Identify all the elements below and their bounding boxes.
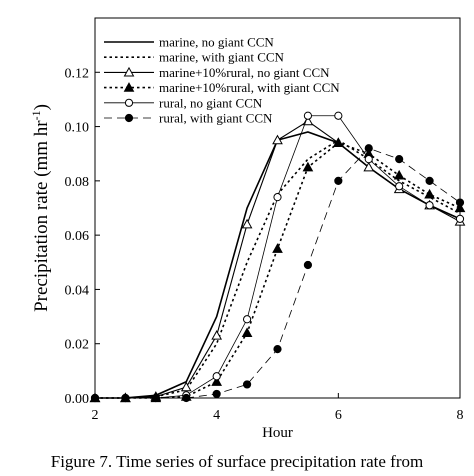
series-line [95, 141, 461, 399]
data-point [425, 176, 434, 185]
legend-item: rural, no giant CCN [104, 95, 263, 110]
legend-item: marine+10%rural, with giant CCN [104, 80, 340, 95]
data-point [211, 330, 223, 340]
x-tick-label: 4 [213, 408, 220, 423]
data-point [395, 155, 404, 164]
data-point [273, 345, 282, 354]
series-line [95, 120, 461, 399]
data-point [455, 214, 465, 223]
precipitation-chart: 0.00 0.02 0.04 0.06 0.08 0.10 0.12 2 4 6 8 Hour Prec… [29, 17, 466, 441]
data-point [90, 393, 100, 403]
data-point [393, 169, 405, 180]
y-tick-label: 0.12 [65, 66, 90, 81]
y-axis-label-text: Precipitation rate (mm hr [31, 120, 52, 312]
data-point [241, 327, 253, 337]
data-point [334, 111, 343, 120]
data-point [272, 134, 283, 145]
data-point [241, 218, 253, 229]
legend-label: rural, with giant CCN [159, 111, 273, 126]
y-tick-label: 0.08 [65, 175, 90, 190]
data-point [180, 381, 192, 392]
data-point [212, 372, 221, 381]
x-tick-label: 2 [92, 408, 99, 423]
data-point [212, 389, 221, 399]
y-tick-label: 0.10 [65, 121, 90, 136]
data-point [334, 176, 343, 185]
data-point [273, 193, 282, 202]
data-point [211, 376, 223, 386]
y-axis-label-superscript: -1 [29, 110, 43, 120]
series-6 [90, 144, 465, 403]
data-point [303, 260, 313, 270]
data-point [151, 393, 160, 403]
series-line [95, 131, 461, 399]
figure-caption: Figure 7. Time series of surface precipi… [50, 452, 424, 471]
legend-marker [124, 98, 134, 107]
y-axis-label-close: ) [31, 104, 52, 110]
data-point [455, 198, 465, 207]
series-5 [90, 111, 465, 403]
legend-label: marine+10%rural, with giant CCN [159, 80, 340, 95]
series-3 [89, 115, 466, 403]
y-axis-label: Precipitation rate (mm hr-1) [29, 104, 52, 312]
legend-label: rural, no giant CCN [159, 95, 263, 110]
y-tick-label: 0.02 [65, 338, 90, 353]
series-line [95, 147, 461, 399]
data-point [332, 137, 344, 147]
x-axis-label: Hour [262, 425, 293, 441]
data-point [242, 315, 252, 324]
data-point [425, 201, 434, 210]
series-1 [95, 131, 461, 399]
y-tick-label: 0.00 [65, 392, 90, 407]
data-point [364, 144, 373, 153]
legend-label: marine+10%rural, no giant CCN [159, 65, 330, 80]
x-tick-label: 8 [457, 408, 464, 423]
data-point [424, 188, 435, 199]
data-point [363, 161, 375, 172]
series-4 [89, 137, 466, 403]
legend-item: marine, with giant CCN [104, 50, 285, 65]
legend-marker [124, 113, 134, 123]
legend-marker [123, 82, 135, 92]
series-line [95, 115, 461, 399]
x-tick-label: 6 [335, 408, 342, 423]
y-tick-label: 0.06 [65, 229, 90, 244]
data-point [302, 161, 314, 172]
data-point [182, 393, 191, 403]
legend-item: rural, with giant CCN [104, 111, 273, 126]
legend-label: marine, with giant CCN [159, 50, 285, 65]
legend-item: marine+10%rural, no giant CCN [104, 65, 330, 80]
data-point [242, 380, 252, 389]
y-tick-label: 0.04 [65, 283, 90, 298]
data-point [454, 202, 466, 213]
data-point [395, 182, 404, 191]
legend-label: marine, no giant CCN [159, 35, 274, 50]
legend-marker [123, 66, 135, 77]
data-point [364, 155, 373, 164]
data-point [303, 111, 313, 120]
legend-item: marine, no giant CCN [104, 35, 274, 50]
data-point [121, 393, 130, 403]
data-point [272, 243, 283, 253]
